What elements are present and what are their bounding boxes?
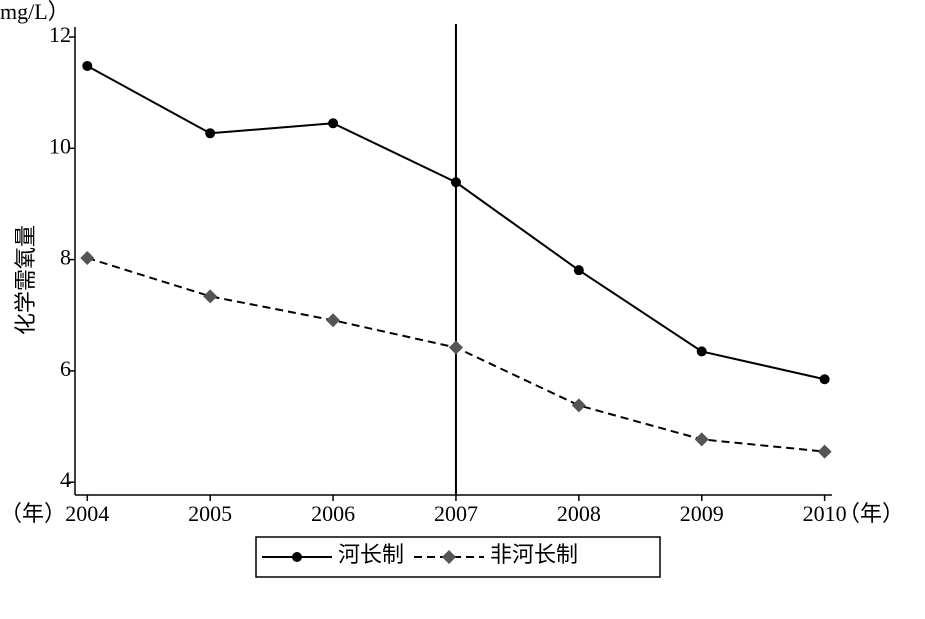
x-tick-label: 2007 [434, 501, 478, 526]
x-tick-label: 2006 [311, 501, 355, 526]
point [326, 313, 341, 328]
point [694, 432, 709, 447]
x-tick-label: 2004 [65, 501, 109, 526]
x-tick-label: 2010 [803, 501, 847, 526]
point [819, 374, 830, 385]
y-tick-label: 12 [49, 22, 71, 47]
y-tick-label: 10 [49, 133, 71, 158]
point [573, 265, 584, 276]
x-tick-label: 2009 [680, 501, 724, 526]
y-tick-label: 4 [60, 467, 71, 492]
y-tick-label: 6 [60, 356, 71, 381]
point [205, 128, 216, 139]
point [203, 289, 218, 304]
x-tick-label: 2005 [188, 501, 232, 526]
legend-marker [292, 552, 302, 562]
point [450, 177, 461, 188]
point [80, 250, 95, 265]
point [328, 118, 339, 129]
point [696, 346, 707, 357]
point [82, 60, 93, 71]
legend-label: 河长制 [338, 542, 404, 567]
y-tick-label: 8 [60, 245, 71, 270]
x-unit-left: （年） [0, 501, 66, 526]
x-tick-label: 2008 [557, 501, 601, 526]
point [448, 340, 463, 355]
x-unit-right: （年） [838, 501, 904, 526]
legend-box [255, 536, 661, 578]
legend-label: 非河长制 [490, 542, 578, 567]
point [571, 398, 586, 413]
point [817, 444, 832, 459]
legend-marker [442, 550, 457, 564]
y-unit: mg/L） [0, 0, 70, 24]
y-axis-label: 化学需氧量 [13, 225, 38, 335]
